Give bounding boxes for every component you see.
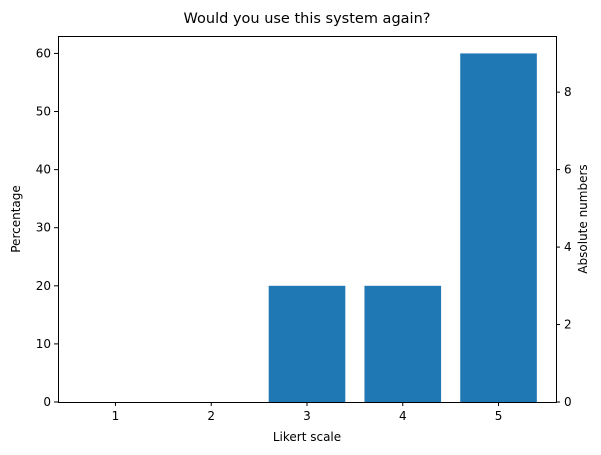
plot-frame: [58, 36, 557, 403]
y2-tick-label: 4: [564, 240, 572, 254]
y2-tick-label: 8: [564, 85, 572, 99]
x-tick-label: 2: [207, 409, 215, 423]
chart-title: Would you use this system again?: [184, 11, 431, 27]
y-tick-label: 50: [36, 105, 51, 119]
bars-layer: [268, 53, 537, 403]
bar-5: [460, 53, 537, 403]
y-tick-label: 30: [36, 221, 51, 235]
bar-4: [364, 285, 442, 402]
y2-tick-label: 0: [564, 395, 572, 409]
y2-tick-label: 2: [564, 318, 572, 332]
y-tick-label: 60: [36, 46, 51, 60]
y-axis-label: Percentage: [9, 185, 23, 253]
secondary-y-axis-label: Absolute numbers: [576, 164, 590, 273]
x-tick-label: 4: [399, 409, 407, 423]
x-axis-label: Likert scale: [273, 430, 341, 444]
y2-tick-label: 6: [564, 163, 572, 177]
x-tick-label: 3: [303, 409, 311, 423]
y-tick-label: 40: [36, 163, 51, 177]
x-tick-label: 1: [112, 409, 120, 423]
y-tick-label: 10: [36, 337, 51, 351]
x-tick-label: 5: [495, 409, 503, 423]
y-tick-label: 20: [36, 279, 51, 293]
y-tick-label: 0: [43, 395, 51, 409]
bar-3: [268, 285, 346, 402]
